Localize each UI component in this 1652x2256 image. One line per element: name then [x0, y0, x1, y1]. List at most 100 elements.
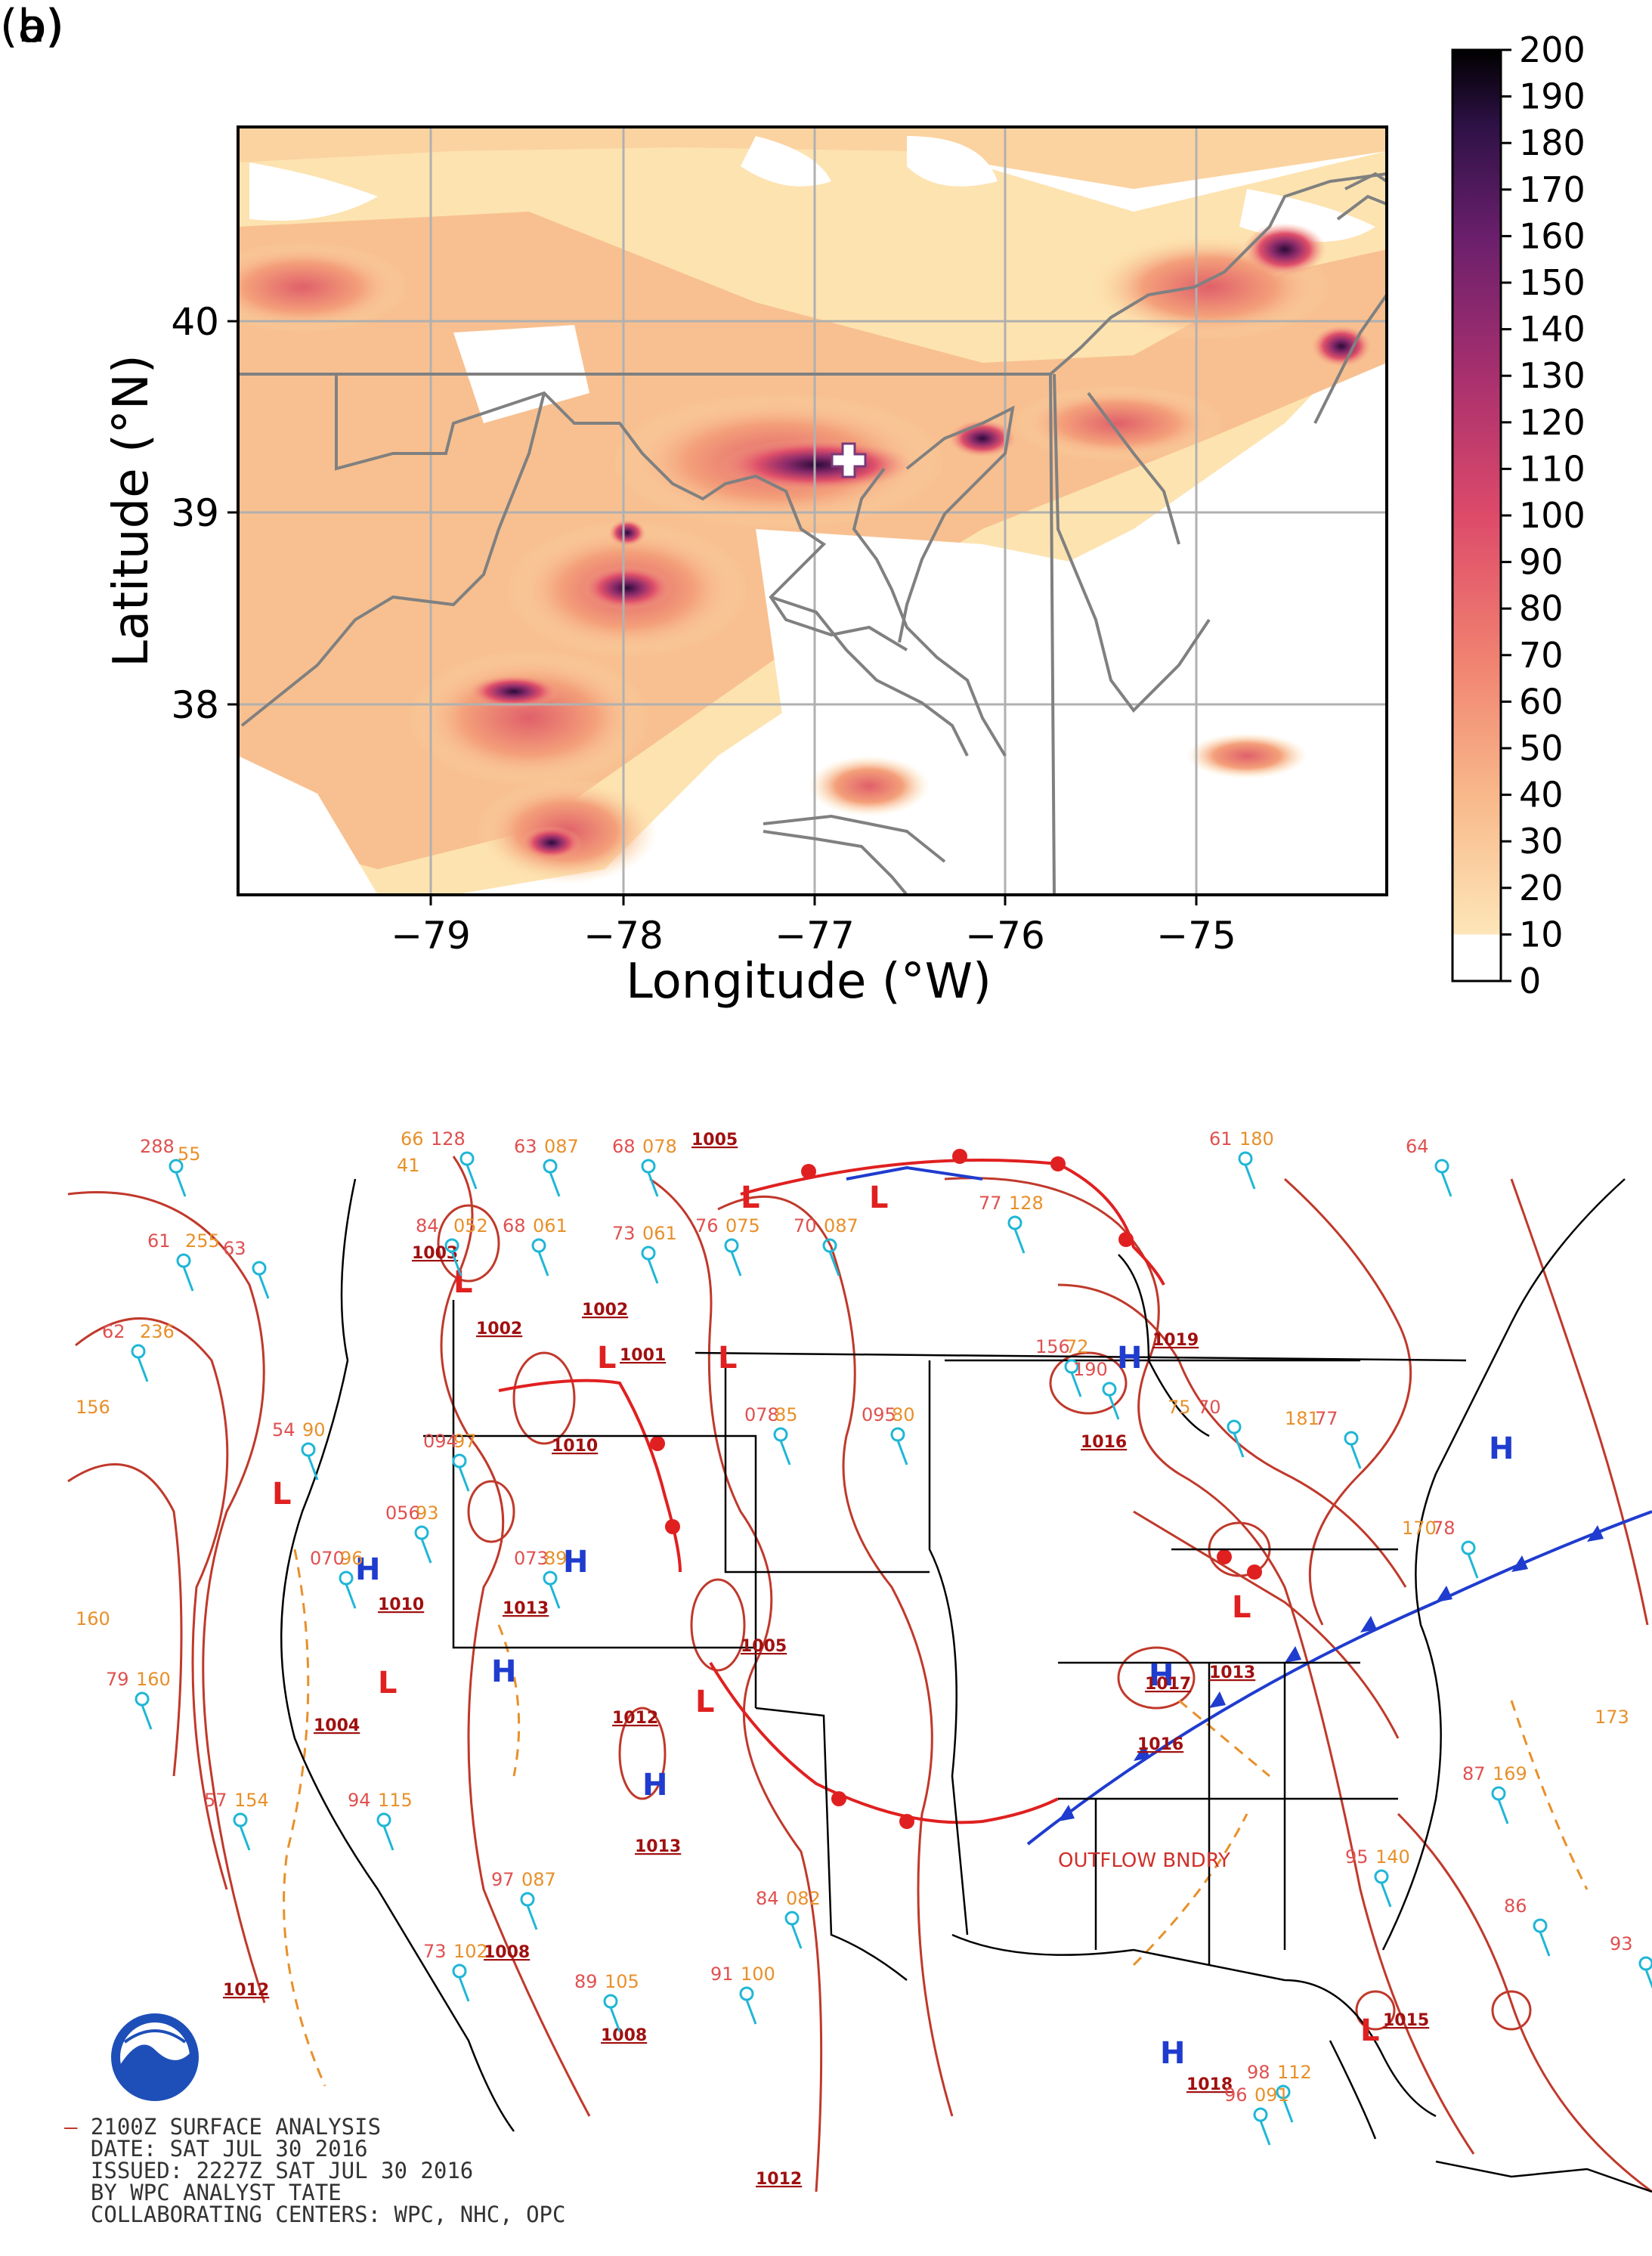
wind-barb-icon	[745, 1999, 757, 2025]
isobars	[67, 1156, 1652, 2193]
station-observation: 190	[1073, 1359, 1108, 1380]
noaa-logo-icon	[111, 2013, 199, 2101]
low-pressure-center: L	[272, 1477, 292, 1512]
station-observation: 95	[1345, 1846, 1369, 1868]
colorbar-tick-label: 40	[1519, 775, 1564, 815]
panel-b-label: (b)	[0, 0, 64, 53]
isobar-value-label: 1008	[484, 1943, 530, 1962]
wind-barb-icon	[647, 1171, 659, 1197]
station-observation: 154	[234, 1790, 269, 1811]
x-tick-label: −79	[391, 914, 471, 958]
station-circle-icon	[131, 1344, 146, 1359]
isobar-value-label: 1017	[1145, 1675, 1191, 1694]
station-circle-icon	[641, 1246, 656, 1261]
wind-barb-icon	[1539, 1931, 1551, 1957]
colorbar-tick-label: 90	[1519, 542, 1564, 583]
station-observation: 128	[1009, 1193, 1044, 1214]
station-observation: 160	[136, 1669, 171, 1690]
isobar-value-label: 1001	[620, 1346, 666, 1365]
colorbar-tick-label: 200	[1519, 29, 1585, 70]
y-tick-labels: 40 39 38	[171, 300, 219, 727]
wind-barb-icon	[175, 1171, 187, 1197]
wind-barb-icon	[182, 1266, 194, 1292]
isobar-value-label: 1005	[691, 1131, 738, 1150]
station-observation: 85	[775, 1404, 798, 1425]
station-observation: 087	[824, 1215, 858, 1236]
warm-front	[498, 1149, 1262, 1829]
wind-barb-icon	[537, 1251, 549, 1277]
x-tick-label: −78	[583, 914, 664, 958]
x-tick-label: −75	[1156, 914, 1236, 958]
wind-barb-icon	[549, 1171, 561, 1197]
station-observation: 62	[102, 1321, 125, 1342]
station-observation: 89	[544, 1548, 568, 1569]
low-centers: L L L L L L L L L L	[272, 1181, 1380, 2048]
station-circle-icon	[252, 1261, 267, 1276]
wind-barb-icon	[382, 1825, 394, 1851]
isobar-value-label: 1010	[552, 1437, 598, 1456]
station-circle-icon	[773, 1427, 788, 1442]
wind-barb-icon	[1497, 1799, 1509, 1824]
station-circle-icon	[543, 1159, 558, 1174]
station-observation: 288	[140, 1136, 175, 1157]
station-observation: 112	[1277, 2062, 1312, 2083]
wind-barb-icon	[458, 1976, 470, 2002]
footer-line: ISSUED: 2227Z SAT JUL 30 2016	[90, 2158, 474, 2183]
high-centers: H H H H H H H H	[355, 1341, 1514, 2071]
station-circle-icon	[739, 1986, 754, 2001]
wind-barb-icon	[647, 1258, 659, 1284]
isobar-value-label: 1013	[1209, 1663, 1255, 1682]
station-observation: 84	[416, 1215, 439, 1236]
y-tick-label: 39	[171, 491, 219, 535]
station-observation: 68	[503, 1215, 526, 1236]
station-observation: 70	[794, 1215, 817, 1236]
station-observation: 96	[1224, 2084, 1248, 2106]
station-observation: 55	[178, 1143, 201, 1165]
colorbar-tick-label: 70	[1519, 635, 1564, 676]
station-observation: 078	[642, 1136, 677, 1157]
wind-barb-icon	[258, 1273, 270, 1299]
wind-barb-icon	[1259, 2120, 1271, 2146]
station-observation: 160	[76, 1608, 110, 1629]
station-circle-icon	[641, 1159, 656, 1174]
wind-barb-icon	[828, 1251, 840, 1277]
map-a-ticks	[227, 320, 1198, 905]
station-circle-icon	[531, 1238, 546, 1253]
wind-barb-icon	[239, 1825, 251, 1851]
station-circle-icon	[1461, 1540, 1476, 1555]
station-circle-icon	[233, 1812, 248, 1827]
high-pressure-center: H	[642, 1768, 667, 1803]
station-observation: 76	[695, 1215, 719, 1236]
high-pressure-center: H	[563, 1545, 588, 1580]
station-observation: 98	[1247, 2062, 1270, 2083]
isobar-value-label: 1013	[503, 1599, 549, 1618]
station-circle-icon	[1374, 1869, 1389, 1884]
station-observation: 73	[423, 1941, 447, 1962]
isobar-value-label: 1012	[612, 1709, 658, 1728]
wind-barb-icon	[526, 1905, 538, 1930]
low-pressure-center: L	[869, 1181, 889, 1215]
colorbar-tick-label: 140	[1519, 309, 1585, 350]
station-circle-icon	[520, 1892, 535, 1907]
wind-barb-icon	[420, 1538, 432, 1564]
station-circle-icon	[543, 1571, 558, 1586]
station-observation: 93	[416, 1502, 439, 1524]
station-observation: 57	[204, 1790, 227, 1811]
wind-barb-icon	[1380, 1882, 1392, 1908]
station-observation: 075	[725, 1215, 760, 1236]
station-marker	[831, 442, 867, 478]
analysis-footer: — 2100Z SURFACE ANALYSIS DATE: SAT JUL 3…	[64, 2114, 566, 2227]
station-circle-icon	[1007, 1215, 1022, 1230]
wind-barb-icon	[466, 1164, 478, 1190]
colorbar-tick-label: 100	[1519, 495, 1585, 536]
station-observation: 100	[741, 1964, 775, 1985]
wind-barb-icon	[730, 1251, 742, 1277]
colorbar-tick-label: 80	[1519, 588, 1564, 629]
station-observation: 115	[378, 1790, 413, 1811]
low-pressure-center: L	[378, 1666, 398, 1701]
station-circle-icon	[1238, 1151, 1253, 1166]
station-circle-icon	[1491, 1786, 1506, 1801]
wind-barb-icon	[1644, 1969, 1652, 1989]
colorbar-tick-label: 60	[1519, 681, 1564, 722]
high-pressure-center: H	[1489, 1431, 1514, 1466]
